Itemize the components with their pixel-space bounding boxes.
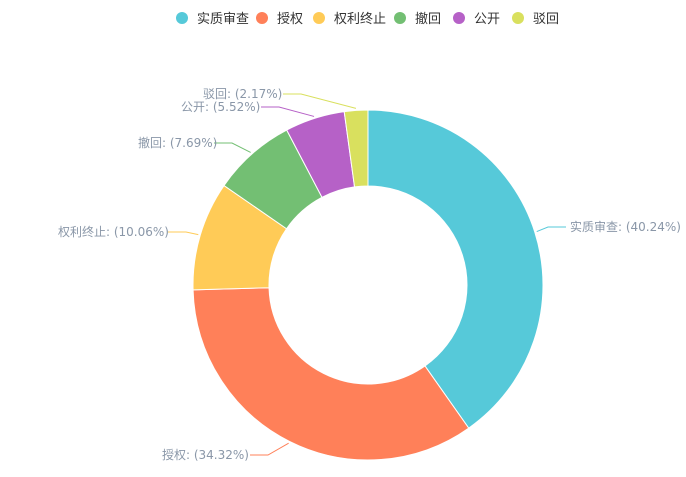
legend-swatch [313, 12, 325, 24]
legend-item[interactable]: 撤回 [394, 11, 441, 27]
legend-label: 撤回 [415, 11, 441, 27]
legend-item[interactable]: 授权 [256, 11, 303, 27]
legend-item[interactable]: 实质审查 [176, 12, 249, 27]
leader-line [283, 93, 357, 109]
leader-line [261, 106, 315, 117]
donut-slice[interactable] [367, 109, 544, 429]
legend-swatch [512, 12, 524, 24]
legend-swatch [453, 12, 465, 24]
legend-label: 公开 [474, 12, 500, 27]
slice-labels: 实质审查: (40.24%) 授权: (34.32%) 权利终止: (10.06%)… [58, 87, 681, 462]
slice-label: 授权: (34.32%) [162, 447, 249, 462]
legend-label: 授权 [277, 11, 303, 27]
legend-item[interactable]: 权利终止 [313, 11, 386, 27]
legend-item[interactable]: 驳回 [512, 12, 559, 27]
slice-label: 撤回: (7.69%) [138, 135, 217, 150]
donut-slice[interactable] [343, 109, 369, 188]
leader-line [168, 231, 199, 236]
chart-legend: 实质审查 授权 权利终止 撤回 公开 驳回 [176, 11, 559, 27]
leader-line [214, 142, 251, 153]
legend-label: 实质审查 [197, 12, 249, 27]
leader-line [250, 442, 289, 456]
donut-slices [192, 109, 544, 461]
leader-line [536, 226, 566, 233]
legend-swatch [394, 12, 406, 24]
legend-item[interactable]: 公开 [453, 12, 500, 27]
slice-label: 公开: (5.52%) [181, 100, 260, 114]
slice-label: 权利终止: (10.06%) [58, 224, 169, 239]
donut-slice[interactable] [192, 287, 470, 461]
legend-swatch [176, 12, 188, 24]
legend-label: 驳回 [533, 12, 559, 27]
legend-label: 权利终止 [334, 11, 386, 27]
slice-label: 实质审查: (40.24%) [570, 219, 681, 234]
slice-label: 驳回: (2.17%) [203, 87, 282, 101]
legend-swatch [256, 12, 268, 24]
